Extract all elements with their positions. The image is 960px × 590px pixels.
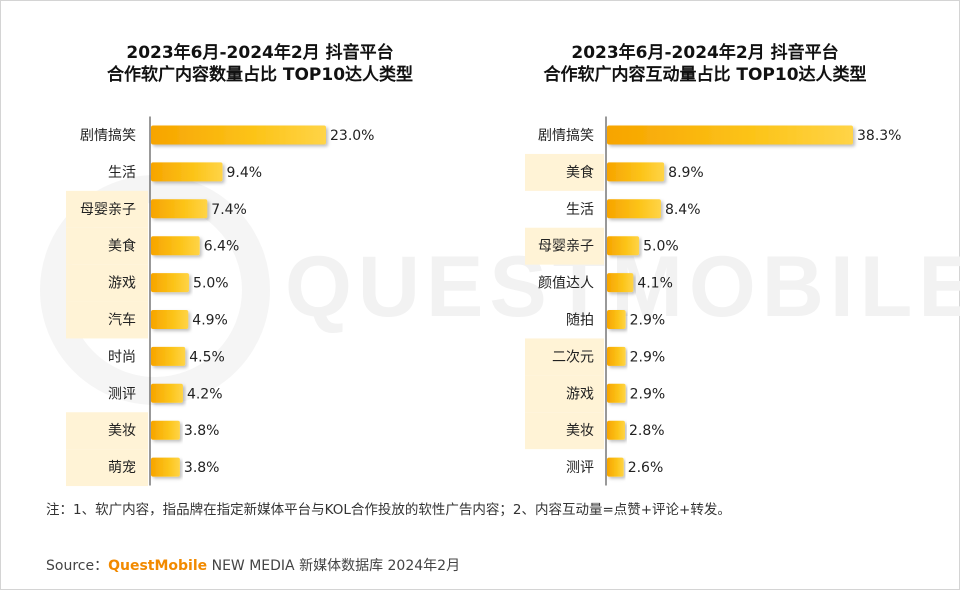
left-category-label: 游戏: [108, 276, 136, 292]
left-category-highlight: [66, 301, 148, 339]
left-bar-chart: 剧情搞笑 23.0% 生活 9.4% 母婴亲子 7.4% 美食 6.4% 游戏 5.0% 汽车 4.9…: [66, 116, 374, 487]
right-chart-title: 2023年6月-2024年2月 抖音平台 合作软广内容互动量占比 TOP10达人…: [505, 42, 905, 86]
left-bar: [151, 346, 186, 366]
left-category-label: 母婴亲子: [80, 202, 136, 218]
right-value-label: 5.0%: [643, 239, 679, 255]
left-value-label: 4.9%: [192, 313, 228, 329]
right-category-highlight: [525, 227, 604, 265]
right-bar: [607, 236, 640, 256]
left-value-label: 4.5%: [189, 349, 225, 365]
left-value-label: 3.8%: [184, 423, 220, 439]
left-bar: [151, 457, 180, 477]
left-category-label: 美妆: [108, 423, 136, 439]
left-category-label: 剧情搞笑: [80, 128, 136, 144]
left-category-label: 时尚: [108, 349, 136, 365]
footnote: 注：1、软广内容，指品牌在指定新媒体平台与KOL合作投放的软性广告内容；2、内容…: [46, 502, 731, 518]
left-bar: [151, 199, 208, 219]
right-category-label: 颜值达人: [538, 276, 594, 292]
right-bar: [607, 125, 853, 145]
left-category-label: 萌宠: [108, 460, 136, 476]
right-value-label: 8.4%: [665, 202, 701, 218]
right-chart-title-line2: 合作软广内容互动量占比 TOP10达人类型: [543, 65, 867, 85]
right-category-highlight: [525, 375, 604, 413]
right-bar-chart: 剧情搞笑 38.3% 美食 8.9% 生活 8.4% 母婴亲子 5.0% 颜值达人 4.1% 随拍 2…: [525, 116, 901, 486]
left-category-highlight: [66, 264, 148, 302]
left-category-highlight: [66, 449, 148, 487]
right-category-label: 生活: [566, 202, 594, 218]
left-bar: [151, 310, 189, 329]
left-category-highlight: [66, 412, 148, 450]
left-category-label: 美食: [108, 238, 136, 255]
left-chart-title-line1: 2023年6月-2024年2月 抖音平台: [126, 43, 394, 63]
right-bar: [607, 346, 626, 366]
right-category-label: 测评: [566, 460, 594, 476]
right-category-label: 母婴亲子: [538, 239, 594, 255]
right-bar: [607, 310, 626, 329]
right-value-label: 2.9%: [630, 349, 666, 365]
right-category-label: 美食: [566, 164, 594, 181]
left-value-label: 7.4%: [211, 202, 247, 218]
right-category-label: 游戏: [566, 386, 594, 402]
right-category-label: 美妆: [566, 423, 594, 439]
left-value-label: 4.2%: [187, 386, 223, 402]
left-value-label: 5.0%: [193, 276, 229, 292]
source-suffix: NEW MEDIA 新媒体数据库 2024年2月: [207, 558, 461, 574]
right-bar: [607, 162, 665, 182]
left-bar: [151, 162, 223, 182]
source-line: Source：QuestMobile NEW MEDIA 新媒体数据库 2024…: [46, 555, 460, 575]
right-category-label: 二次元: [552, 349, 594, 365]
source-prefix: Source：: [46, 558, 109, 574]
left-bar: [151, 383, 183, 403]
right-category-label: 剧情搞笑: [538, 128, 594, 144]
right-bar: [607, 383, 626, 403]
left-chart-title: 2023年6月-2024年2月 抖音平台 合作软广内容数量占比 TOP10达人类…: [60, 42, 460, 86]
left-chart-title-line2: 合作软广内容数量占比 TOP10达人类型: [106, 65, 414, 85]
left-value-label: 3.8%: [184, 460, 220, 476]
right-bar: [607, 273, 634, 293]
right-value-label: 2.8%: [629, 423, 665, 439]
right-value-label: 2.9%: [630, 313, 666, 329]
left-bar: [151, 420, 180, 440]
right-category-highlight: [525, 153, 604, 191]
left-category-label: 生活: [108, 165, 136, 181]
left-bar: [151, 273, 190, 293]
left-bar: [151, 125, 326, 145]
right-value-label: 2.9%: [630, 386, 666, 402]
right-value-label: 4.1%: [637, 276, 673, 292]
left-category-highlight: [66, 227, 148, 265]
left-value-label: 9.4%: [227, 165, 263, 181]
right-category-highlight: [525, 412, 604, 450]
right-chart-title-line1: 2023年6月-2024年2月 抖音平台: [571, 43, 839, 63]
right-category-highlight: [525, 338, 604, 376]
left-category-highlight: [66, 190, 148, 228]
source-brand: QuestMobile: [108, 558, 208, 574]
right-value-label: 38.3%: [857, 128, 901, 144]
right-value-label: 2.6%: [628, 460, 664, 476]
left-category-label: 测评: [108, 386, 136, 402]
right-category-label: 随拍: [566, 313, 594, 329]
right-bar: [607, 199, 661, 219]
left-category-label: 汽车: [108, 312, 136, 329]
right-bar: [607, 420, 625, 440]
left-value-label: 6.4%: [204, 239, 240, 255]
left-value-label: 23.0%: [330, 128, 374, 144]
right-value-label: 8.9%: [668, 165, 704, 181]
left-bar: [151, 236, 200, 256]
right-bar: [607, 457, 624, 477]
